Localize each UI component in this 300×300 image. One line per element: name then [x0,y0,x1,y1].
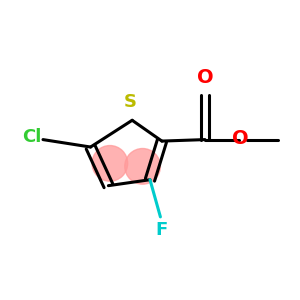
Text: O: O [232,129,249,148]
Text: F: F [156,221,168,239]
Circle shape [125,148,160,184]
Text: S: S [124,93,137,111]
Text: Cl: Cl [22,128,41,146]
Text: O: O [197,68,213,87]
Circle shape [92,146,128,181]
